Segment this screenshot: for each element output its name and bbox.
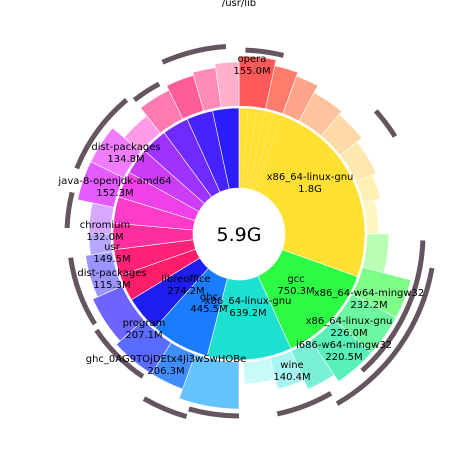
depth-band bbox=[360, 240, 426, 373]
outer-ring-slice bbox=[243, 357, 276, 385]
outer-ring-slice bbox=[362, 199, 380, 235]
depth-band bbox=[68, 257, 97, 326]
inner-ring-divider bbox=[245, 109, 257, 189]
outer-ring-slice bbox=[214, 61, 240, 108]
outer-ring-label: chromium 132.0M bbox=[80, 220, 130, 243]
outer-ring-label: dist-packages 134.8M bbox=[91, 142, 160, 165]
inner-ring-label: x86_64-linux-gnu 1.8G bbox=[267, 172, 354, 195]
inner-ring-label: libreoffice 274.2M bbox=[161, 274, 210, 297]
inner-ring-slice bbox=[238, 107, 366, 278]
outer-ring-label: usr 149.5M bbox=[93, 242, 130, 265]
inner-ring-divider bbox=[251, 112, 274, 190]
inner-ring-label: gcc 750.3M bbox=[277, 274, 314, 297]
outer-ring-label: java-8-openjdk-amd64 152.3M bbox=[57, 176, 171, 199]
total-size-label: 5.9G bbox=[217, 224, 262, 246]
depth-band bbox=[142, 396, 188, 420]
outer-ring-label: program 207.1M bbox=[123, 318, 166, 341]
depth-band bbox=[161, 43, 227, 65]
inner-ring-divider bbox=[254, 115, 283, 191]
depth-band bbox=[94, 328, 145, 379]
outer-ring-label: ghc_0AG9TOjDEtx4Ji3wSwHOBe 206.3M bbox=[86, 354, 247, 377]
center-hole bbox=[195, 190, 283, 278]
depth-band bbox=[276, 391, 333, 417]
outer-ring-slice bbox=[362, 233, 390, 274]
depth-band bbox=[335, 267, 435, 406]
outer-ring-label: i686-w64-mingw32 220.5M bbox=[296, 340, 392, 363]
depth-band bbox=[188, 406, 240, 419]
outer-ring-label: wine 140.4M bbox=[273, 360, 310, 383]
inner-ring-label: ghc 445.5M bbox=[190, 292, 227, 315]
inner-ring-divider bbox=[242, 108, 248, 189]
outer-ring-label: dist-packages 115.3M bbox=[77, 268, 146, 291]
depth-band bbox=[132, 81, 161, 103]
depth-band bbox=[64, 191, 75, 229]
inner-ring-other-slice bbox=[212, 107, 240, 190]
depth-band bbox=[373, 109, 398, 138]
inner-ring-label: x86_64-linux-gnu 639.2M bbox=[205, 296, 292, 319]
outer-ring-label: opera 155.0M bbox=[233, 54, 270, 77]
depth-band bbox=[245, 47, 285, 58]
depth-band bbox=[74, 98, 129, 170]
outer-ring-label: x86_64-linux-gnu 226.0M bbox=[306, 316, 393, 339]
inner-ring-divider bbox=[248, 110, 266, 190]
root-path-label: /usr/lib bbox=[222, 0, 256, 9]
outer-ring-label: x86_64-w64-mingw32 232.2M bbox=[314, 288, 425, 311]
